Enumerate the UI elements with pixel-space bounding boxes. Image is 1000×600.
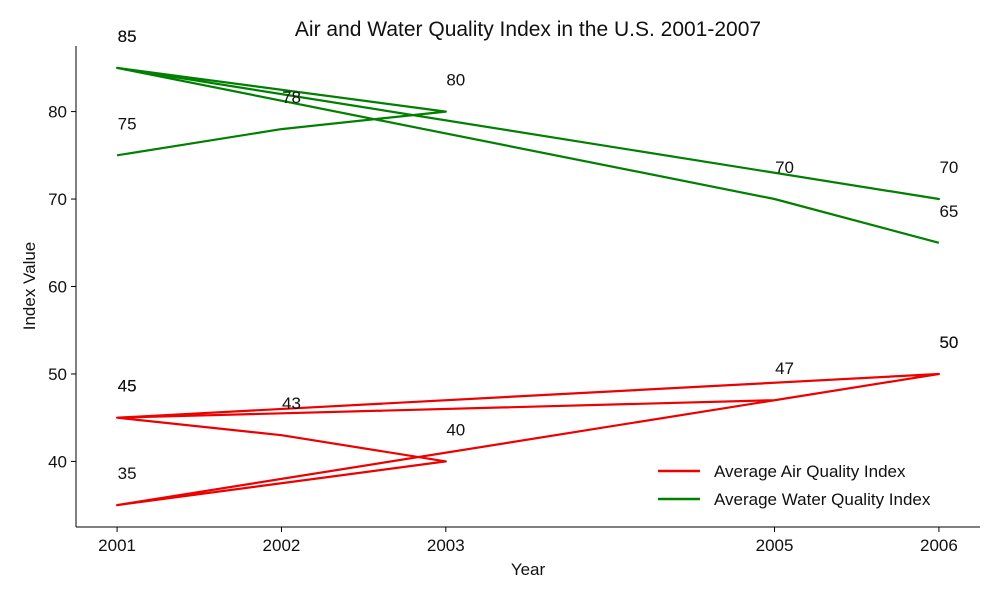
data-label: 65	[939, 202, 958, 221]
data-label: 80	[446, 71, 465, 90]
data-label: 45	[118, 377, 137, 396]
chart-axes: 40 50 60 70 80 2001 2002 2003 2005 2006	[48, 46, 980, 555]
y-tick-label: 70	[48, 190, 67, 209]
chart-legend: Average Air Quality Index Average Water Q…	[658, 462, 931, 509]
data-label: 70	[939, 158, 958, 177]
series-line-2	[115, 66, 941, 244]
y-tick-label: 40	[48, 452, 67, 471]
x-axis-label: Year	[511, 560, 546, 579]
data-label: 40	[446, 420, 465, 439]
data-label: 85	[118, 27, 137, 46]
y-tick-label: 50	[48, 365, 67, 384]
data-label: 35	[118, 464, 137, 483]
x-tick-label: 2006	[920, 536, 958, 555]
y-tick-label: 80	[48, 103, 67, 122]
legend-label: Average Water Quality Index	[714, 490, 931, 509]
x-tick-label: 2005	[756, 536, 794, 555]
x-tick-label: 2003	[427, 536, 465, 555]
data-label: 50	[939, 333, 958, 352]
data-label: 50	[939, 333, 958, 352]
y-tick-label: 60	[48, 278, 67, 297]
data-label: 78	[282, 88, 301, 107]
data-label: 85	[118, 27, 137, 46]
chart-title: Air and Water Quality Index in the U.S. …	[295, 18, 761, 41]
data-label: 70	[775, 158, 794, 177]
data-label: 47	[775, 359, 794, 378]
data-label: 45	[118, 377, 137, 396]
x-tick-label: 2001	[98, 536, 136, 555]
data-label: 43	[282, 394, 301, 413]
data-label: 75	[118, 114, 137, 133]
series-line-1	[115, 372, 941, 507]
legend-label: Average Air Quality Index	[714, 462, 906, 481]
x-tick-label: 2002	[263, 536, 301, 555]
y-axis-label: Index Value	[20, 242, 39, 331]
